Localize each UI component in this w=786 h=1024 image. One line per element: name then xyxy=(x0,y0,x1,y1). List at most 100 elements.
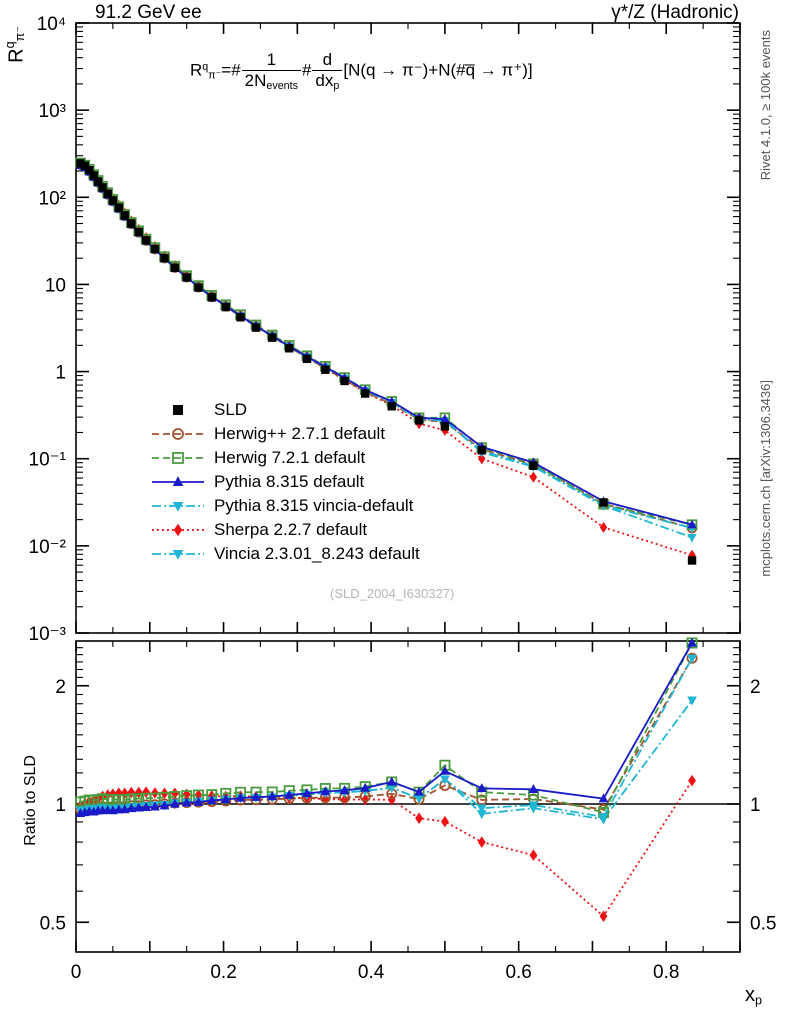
data-marker xyxy=(284,789,295,799)
data-marker xyxy=(599,910,608,922)
main-y-tick-label: 10³ xyxy=(39,101,66,122)
formula-mid-hash: # xyxy=(301,60,312,80)
data-marker xyxy=(414,786,424,796)
main-y-tick-label: 10² xyxy=(39,188,66,209)
definition-formula: Rqπ⁻=# 1 2Nevents # d dxp [N(q → π⁻)+N(#q̅ → π… xyxy=(190,50,533,92)
legend-item[interactable]: Herwig 7.2.1 default xyxy=(150,446,420,470)
data-marker xyxy=(170,798,180,808)
formula-R: R xyxy=(190,60,203,80)
data-marker xyxy=(194,283,203,292)
data-marker xyxy=(321,365,330,374)
series-ratio-pythia-8-315-default xyxy=(75,637,697,817)
header-left-beam-energy: 91.2 GeV ee xyxy=(95,2,202,23)
data-marker xyxy=(80,161,90,170)
data-marker xyxy=(440,815,449,828)
series-line xyxy=(80,642,693,814)
data-marker xyxy=(477,836,486,848)
formula-tail: [N(q → π⁻)+N(#q̅ → π⁺)] xyxy=(343,60,533,80)
legend-label: Sherpa 2.2.7 default xyxy=(214,520,368,539)
main-y-tick-label: 10⁻³ xyxy=(29,624,67,645)
x-axis-label-x: x xyxy=(745,984,755,1006)
data-marker xyxy=(415,812,423,824)
data-marker xyxy=(108,196,118,205)
data-marker xyxy=(528,784,539,793)
legend-marker-triangle-down-icon xyxy=(150,544,206,564)
data-marker xyxy=(170,263,180,273)
legend-marker-circle-open-icon xyxy=(150,424,206,444)
legend-item[interactable]: Sherpa 2.2.7 default xyxy=(150,518,420,542)
legend-label: Pythia 8.315 vincia-default xyxy=(214,496,414,515)
data-marker xyxy=(440,414,450,423)
data-marker xyxy=(687,556,697,565)
data-marker xyxy=(688,774,696,787)
data-marker xyxy=(340,376,349,386)
data-marker xyxy=(477,446,486,455)
legend-label: Pythia 8.315 default xyxy=(214,472,365,491)
data-marker xyxy=(599,521,608,533)
legend-item[interactable]: SLD xyxy=(150,398,420,422)
data-marker xyxy=(478,453,486,465)
x-tick-label: 0.2 xyxy=(210,962,236,983)
legend-item[interactable]: Herwig++ 2.7.1 default xyxy=(150,422,420,446)
data-marker xyxy=(529,471,538,483)
data-marker xyxy=(440,765,450,775)
x-tick-label: 0.4 xyxy=(358,962,385,983)
main-y-tick-label: 10 xyxy=(45,275,66,296)
ratio-y-tick-label-right: 1 xyxy=(750,795,761,816)
formula-equals: =# xyxy=(221,60,241,80)
data-marker xyxy=(207,293,216,302)
data-marker xyxy=(529,461,538,470)
data-marker xyxy=(172,452,184,464)
legend-marker-triangle-down-icon xyxy=(150,496,206,516)
formula-den-2N: 2N xyxy=(244,70,267,90)
formula-fraction-derivative: d dxp xyxy=(312,50,343,92)
legend-item[interactable]: Pythia 8.315 vincia-default xyxy=(150,494,420,518)
data-marker xyxy=(76,159,85,168)
data-marker xyxy=(119,804,130,814)
data-marker xyxy=(141,801,151,811)
data-marker xyxy=(251,323,261,332)
data-marker xyxy=(687,654,697,664)
data-marker xyxy=(150,801,160,811)
ratio-y-tick-label-right: 2 xyxy=(750,677,761,698)
legend-item[interactable]: Pythia 8.315 default xyxy=(150,470,420,494)
data-marker xyxy=(133,802,144,812)
data-marker xyxy=(93,177,103,186)
data-marker xyxy=(127,219,136,228)
data-marker xyxy=(687,533,697,543)
data-marker xyxy=(173,405,183,415)
data-marker xyxy=(386,776,397,786)
data-marker xyxy=(220,794,231,804)
data-marker xyxy=(172,502,184,512)
legend-item[interactable]: Vincia 2.3.01_8.243 default xyxy=(150,542,420,566)
data-marker xyxy=(181,797,192,807)
data-marker xyxy=(235,792,246,802)
data-marker xyxy=(182,273,191,282)
data-marker xyxy=(107,793,119,805)
formula-den-sub: events xyxy=(266,79,298,92)
legend-marker-square-filled-icon xyxy=(150,400,206,420)
data-marker xyxy=(173,523,183,537)
data-marker xyxy=(134,227,143,237)
formula-derivative-denominator: dxp xyxy=(312,71,342,92)
data-marker xyxy=(285,344,294,353)
data-marker xyxy=(476,783,487,793)
data-marker xyxy=(599,498,608,507)
legend-marker-triangle-up-icon xyxy=(150,472,206,492)
data-marker xyxy=(113,794,125,806)
ratio-y-tick-label-left: 1 xyxy=(55,795,66,816)
data-marker xyxy=(85,165,94,175)
x-tick-label: 0.6 xyxy=(505,962,531,983)
main-y-tick-label: 10⁴ xyxy=(37,14,66,35)
data-marker xyxy=(687,696,697,706)
data-marker xyxy=(598,793,609,803)
data-marker xyxy=(160,253,169,263)
data-marker xyxy=(339,785,350,795)
data-marker xyxy=(206,795,217,805)
x-axis-label-sub: p xyxy=(755,993,763,1008)
data-marker xyxy=(172,476,184,486)
data-marker xyxy=(687,637,697,647)
data-marker xyxy=(268,333,277,342)
analysis-id-watermark: (SLD_2004_I630327) xyxy=(330,586,455,601)
